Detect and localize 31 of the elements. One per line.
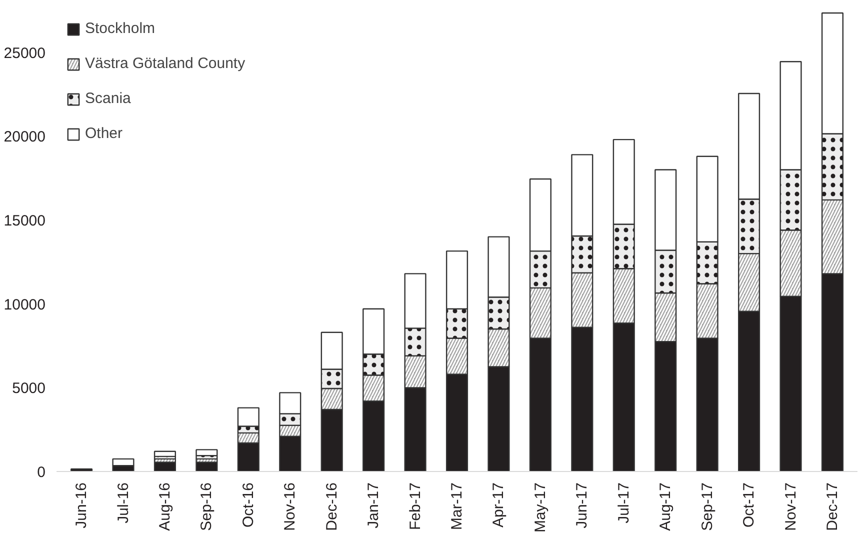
y-tick-label: 15000 xyxy=(4,212,46,230)
x-tick-label: Mar-17 xyxy=(448,482,466,530)
x-tick-label: Nov-16 xyxy=(282,482,299,531)
y-tick-label: 5000 xyxy=(12,380,46,398)
bar xyxy=(154,450,176,458)
x-tick-label: Dec-16 xyxy=(323,482,340,531)
x-tick-label: Feb-17 xyxy=(406,482,424,530)
x-tick-label: Jan-17 xyxy=(365,482,382,528)
x-tick-label: Apr-17 xyxy=(490,482,508,528)
y-tick-label: 0 xyxy=(37,464,46,481)
x-tick-label: Nov-17 xyxy=(782,482,800,531)
x-tick-label: Dec-17 xyxy=(824,482,841,531)
x-tick-label: Aug-17 xyxy=(657,482,674,531)
legend-label: Scania xyxy=(85,90,131,107)
legend-label: Stockholm xyxy=(85,20,156,37)
x-tick-label: Oct-16 xyxy=(240,482,257,528)
y-tick-label: 10000 xyxy=(4,296,46,314)
legend-label: Västra Götaland County xyxy=(85,55,246,72)
x-tick-label: Aug-16 xyxy=(156,482,174,531)
x-tick-label: May-17 xyxy=(532,482,549,533)
bar xyxy=(196,449,218,456)
x-tick-label: Jun-16 xyxy=(73,482,90,528)
x-tick-label: Jul-16 xyxy=(114,482,132,524)
y-tick-label: 20000 xyxy=(4,128,46,146)
x-tick-label: Jul-17 xyxy=(615,482,632,524)
x-tick-label: Oct-17 xyxy=(740,482,758,528)
x-tick-label: Jun-17 xyxy=(574,482,591,528)
x-tick-label: Sep-16 xyxy=(198,482,216,531)
legend-label: Other xyxy=(85,125,123,142)
x-tick-label: Sep-17 xyxy=(698,482,716,531)
y-tick-label: 25000 xyxy=(4,44,46,62)
